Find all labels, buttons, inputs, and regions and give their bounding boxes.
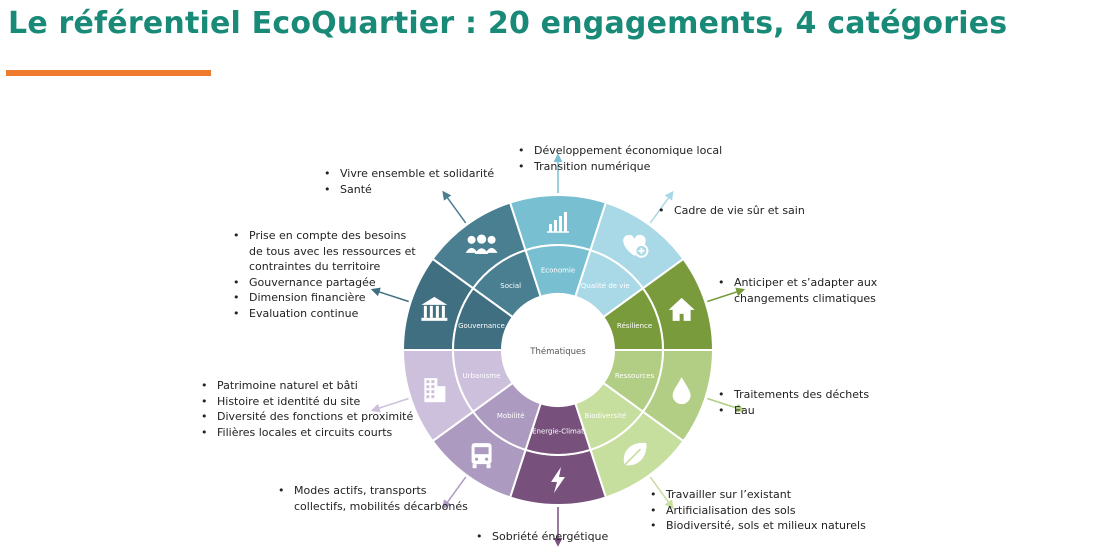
- list-resilience: Anticiper et s’adapter aux changements c…: [712, 275, 894, 306]
- segment-label-urbanisme: Urbanisme: [462, 372, 500, 380]
- center-circle: [503, 295, 613, 405]
- list-item: Artificialisation des sols: [644, 503, 884, 519]
- list-item: Biodiversité, sols et milieux naturels: [644, 518, 884, 534]
- list-item: Diversité des fonctions et proximité: [195, 409, 435, 425]
- segment-label-economie: Economie: [541, 267, 575, 275]
- segment-label-social: Social: [500, 282, 521, 290]
- list-item: Transition numérique: [512, 159, 752, 175]
- list-item: Anticiper et s’adapter aux changements c…: [712, 275, 894, 306]
- list-item: Dimension financière: [227, 290, 423, 306]
- segment-label-energie: Energie-Climat: [532, 428, 584, 436]
- list-item: Patrimoine naturel et bâti: [195, 378, 435, 394]
- list-mobilite: Modes actifs, transports collectifs, mob…: [272, 483, 482, 514]
- house-icon: [668, 297, 695, 321]
- list-item: Traitements des déchets: [712, 387, 912, 403]
- list-item: Développement économique local: [512, 143, 752, 159]
- heart-plus-icon: [623, 234, 649, 258]
- leaf-icon: [621, 442, 647, 468]
- list-gouvernance: Prise en compte des besoins de tous avec…: [227, 228, 423, 321]
- segment-label-gouvernance: Gouvernance: [458, 322, 505, 330]
- list-item: Modes actifs, transports collectifs, mob…: [272, 483, 482, 514]
- list-item: Eau: [712, 403, 912, 419]
- bus-icon: [471, 443, 492, 469]
- wheel-outer-economie: [508, 194, 608, 252]
- wheel-inner-gouvernance: [451, 286, 515, 351]
- list-urbanisme: Patrimoine naturel et bâtiHistoire et id…: [195, 378, 435, 440]
- list-social: Vivre ensemble et solidaritéSanté: [318, 166, 518, 197]
- list-item: Gouvernance partagée: [227, 275, 423, 291]
- center-label: Thématiques: [529, 346, 586, 357]
- list-item: Sobriété énergétique: [470, 529, 650, 545]
- list-item: Santé: [318, 182, 518, 198]
- segment-label-resilience: Résilience: [617, 322, 652, 330]
- list-ressources: Traitements des déchetsEau: [712, 387, 912, 418]
- list-item: Filières locales et circuits courts: [195, 425, 435, 441]
- lightning-icon: [551, 467, 565, 493]
- segment-label-mobilite: Mobilité: [497, 412, 525, 420]
- institution-icon: [421, 296, 448, 321]
- chart-icon: [547, 212, 569, 233]
- list-qualite: Cadre de vie sûr et sain: [652, 203, 852, 219]
- list-item: Histoire et identité du site: [195, 394, 435, 410]
- list-biodiversite: Travailler sur l’existantArtificialisati…: [644, 487, 884, 534]
- list-item: Travailler sur l’existant: [644, 487, 884, 503]
- segment-label-qualite: Qualité de vie: [581, 282, 630, 290]
- list-economie: Développement économique localTransition…: [512, 143, 752, 174]
- list-item: Vivre ensemble et solidarité: [318, 166, 518, 182]
- title-underline: [6, 70, 211, 76]
- segment-label-ressources: Ressources: [615, 372, 655, 380]
- list-energie: Sobriété énergétique: [470, 529, 650, 545]
- people-icon: [465, 234, 498, 255]
- list-item: Cadre de vie sûr et sain: [652, 203, 852, 219]
- page-title: Le référentiel EcoQuartier : 20 engageme…: [8, 6, 1008, 41]
- segment-label-biodiversite: Biodiversité: [585, 412, 626, 420]
- connector-arrow-social: [442, 190, 467, 224]
- list-item: Evaluation continue: [227, 306, 423, 322]
- list-item: Prise en compte des besoins de tous avec…: [227, 228, 423, 275]
- drop-icon: [672, 377, 691, 405]
